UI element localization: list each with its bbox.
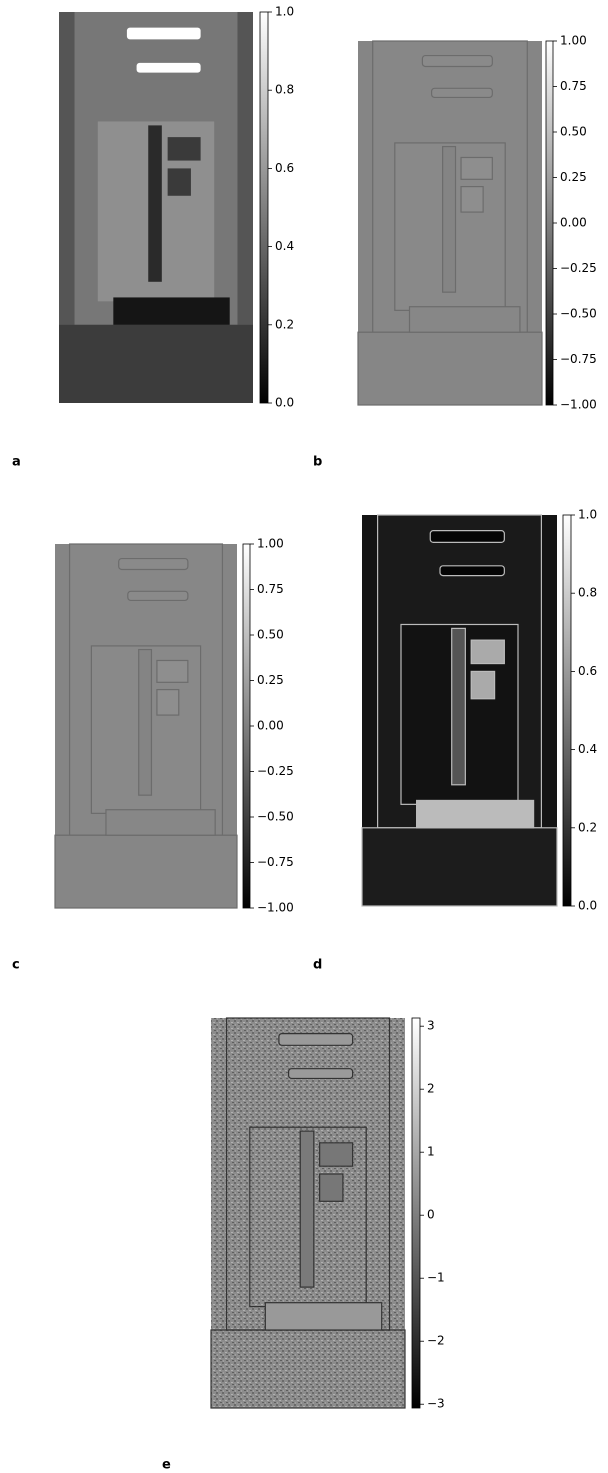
colorbar-tick-label: −1.00 xyxy=(257,901,294,915)
colorbar-tick-label: 0.75 xyxy=(560,79,587,93)
floor-strip xyxy=(265,1303,381,1330)
poster xyxy=(168,168,191,195)
colorbar-tick-label: 1.00 xyxy=(257,537,284,551)
colorbar-tick-label: 0.25 xyxy=(560,170,587,184)
poster xyxy=(157,690,179,715)
colorbar-tick-label: −0.75 xyxy=(560,352,597,366)
colorbar-tick-label: 0.8 xyxy=(275,83,294,97)
poster xyxy=(168,137,201,160)
panel-label: e xyxy=(162,1458,171,1473)
colorbar xyxy=(546,41,553,405)
colorbar-tick-label: 1.0 xyxy=(578,508,597,522)
poster xyxy=(461,187,483,212)
colorbar-tick-label: 0.00 xyxy=(560,216,587,230)
colorbar-tick-label: −3 xyxy=(427,1397,445,1411)
colorbar xyxy=(563,515,571,906)
colorbar-tick-label: 0.2 xyxy=(578,820,597,834)
slot xyxy=(139,650,152,796)
floor-strip xyxy=(113,297,229,324)
colorbar-tick-label: 3 xyxy=(427,1019,435,1033)
floor-strip xyxy=(106,810,215,835)
panel: 0.0 0.2 0.4 0.6 0.8 1.0 a xyxy=(12,5,294,470)
colorbar-tick-label: 0.25 xyxy=(257,673,284,687)
slot xyxy=(452,628,466,784)
colorbar-tick-label: −0.25 xyxy=(257,764,294,778)
light xyxy=(119,559,188,570)
floor xyxy=(358,332,542,405)
colorbar-tick-label: 0 xyxy=(427,1208,435,1222)
floor-strip xyxy=(417,800,534,827)
colorbar-tick-label: −0.75 xyxy=(257,855,294,869)
colorbar-tick-label: 0.4 xyxy=(578,742,597,756)
colorbar-tick-label: 0.50 xyxy=(257,628,284,642)
colorbar-tick-label: 0.4 xyxy=(275,239,294,253)
colorbar-tick-label: 0.6 xyxy=(578,664,597,678)
poster xyxy=(471,640,504,663)
panel: 0.0 0.2 0.4 0.6 0.8 1.0 d xyxy=(313,508,597,973)
light xyxy=(432,88,493,97)
colorbar-tick-label: 0.75 xyxy=(257,582,284,596)
colorbar-tick-label: −0.50 xyxy=(257,810,294,824)
colorbar xyxy=(243,544,250,908)
colorbar-tick-label: −1 xyxy=(427,1271,445,1285)
colorbar xyxy=(260,12,268,403)
floor-strip xyxy=(410,307,520,332)
light xyxy=(289,1069,353,1079)
panel-label: d xyxy=(313,958,322,973)
floor xyxy=(362,828,557,906)
colorbar-tick-label: 0.0 xyxy=(578,899,597,913)
light xyxy=(440,566,504,576)
floor xyxy=(55,835,237,908)
slot xyxy=(300,1131,314,1287)
panel-label: a xyxy=(12,455,21,470)
poster xyxy=(461,157,492,179)
colorbar xyxy=(412,1018,420,1408)
colorbar-tick-label: 0.00 xyxy=(257,719,284,733)
light xyxy=(422,56,492,67)
light xyxy=(430,531,504,543)
colorbar-tick-label: 1.00 xyxy=(560,34,587,48)
light xyxy=(279,1034,353,1046)
floor xyxy=(59,325,253,403)
light xyxy=(128,591,188,600)
colorbar-tick-label: 2 xyxy=(427,1082,435,1096)
colorbar-tick-label: −0.50 xyxy=(560,307,597,321)
panel-label: b xyxy=(313,455,322,470)
colorbar-tick-label: 0.8 xyxy=(578,586,597,600)
colorbar-tick-label: 0.6 xyxy=(275,161,294,175)
slot xyxy=(443,147,456,293)
colorbar-tick-label: 0.2 xyxy=(275,317,294,331)
panel: −1.00 −0.75 −0.50 −0.25 0.00 0.25 0.50 0.75 1.00… xyxy=(12,537,294,973)
colorbar-tick-label: 0.50 xyxy=(560,125,587,139)
slot xyxy=(148,125,162,281)
colorbar-tick-label: 1 xyxy=(427,1145,435,1159)
panel: −3 −2 −1 0 1 2 3 e xyxy=(162,1018,445,1473)
poster xyxy=(471,671,494,698)
colorbar-tick-label: −1.00 xyxy=(560,398,597,412)
light xyxy=(137,63,201,73)
panel-label: c xyxy=(12,958,20,973)
colorbar-tick-label: 1.0 xyxy=(275,5,294,19)
colorbar-tick-label: −2 xyxy=(427,1334,445,1348)
colorbar-tick-label: 0.0 xyxy=(275,396,294,410)
figure: 0.0 0.2 0.4 0.6 0.8 1.0 a −1.00 −0.75 −0.50 −0.25 0… xyxy=(0,0,608,1473)
poster xyxy=(320,1174,343,1201)
colorbar-tick-label: −0.25 xyxy=(560,261,597,275)
poster xyxy=(320,1143,353,1166)
poster xyxy=(157,660,188,682)
light xyxy=(127,28,201,40)
panel: −1.00 −0.75 −0.50 −0.25 0.00 0.25 0.50 0.75 1.00… xyxy=(313,34,597,470)
